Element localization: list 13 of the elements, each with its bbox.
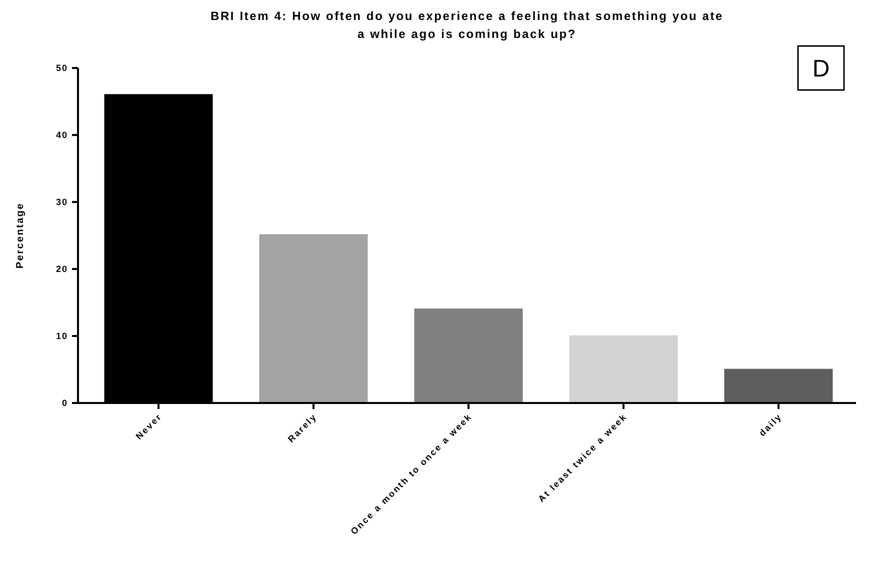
bar	[569, 335, 678, 403]
bar	[259, 234, 368, 403]
y-tick-label: 0	[62, 398, 68, 408]
y-tick-label: 10	[56, 331, 68, 342]
y-tick-label: 50	[56, 63, 68, 74]
bar	[724, 368, 833, 403]
y-tick-label: 20	[56, 264, 68, 274]
y-axis-title: Percentage	[15, 202, 26, 268]
annotation: D	[812, 55, 830, 82]
chart-title: BRI Item 4: How often do you experience a feeling that something you ate a while ago is coming back up?	[210, 9, 724, 41]
bar	[414, 308, 523, 403]
y-tick-label: 30	[56, 197, 68, 208]
y-tick-label: 40	[56, 130, 68, 140]
